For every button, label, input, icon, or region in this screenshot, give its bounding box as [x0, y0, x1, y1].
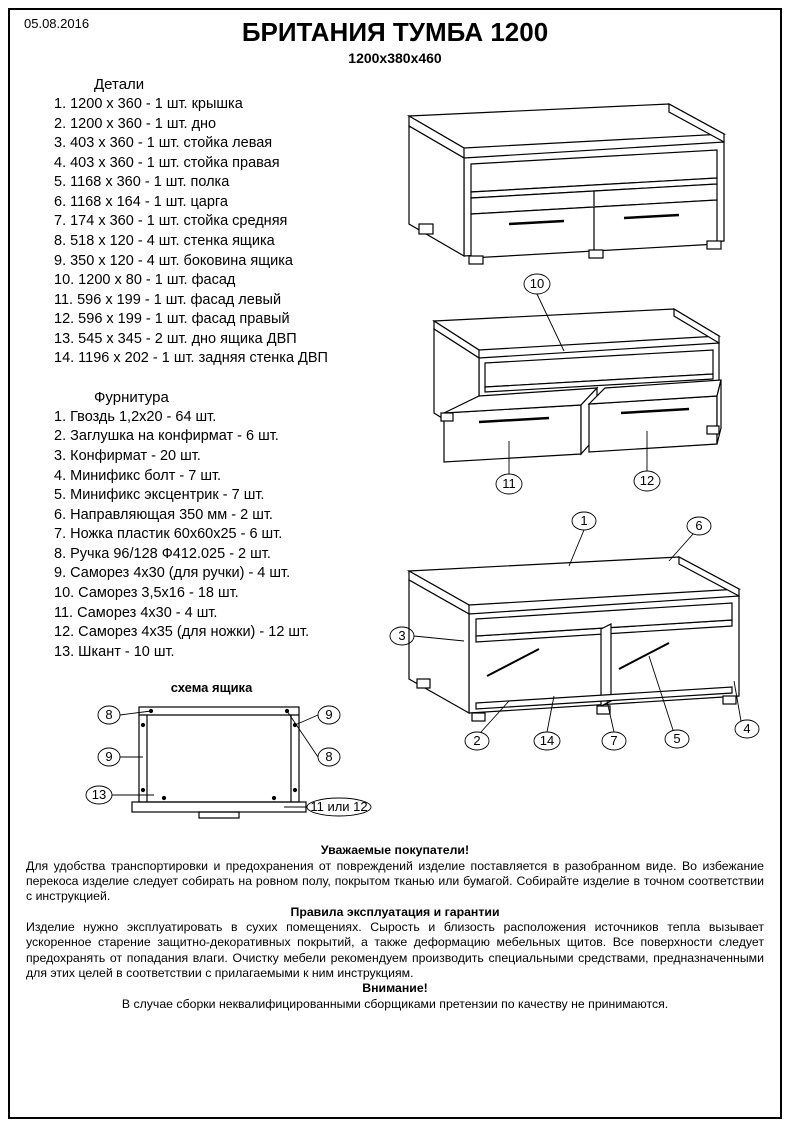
drawer-schema: 8 9 13 9 8 11 или 12: [54, 695, 399, 835]
hardware-item: 1. Гвоздь 1,2x20 - 64 шт.: [54, 408, 369, 428]
callout-14: 14: [540, 733, 554, 748]
callout-12: 12: [640, 473, 654, 488]
hardware-item: 4. Минификс болт - 7 шт.: [54, 467, 369, 487]
footer-p3: В случае сборки неквалифицированными сбо…: [26, 997, 764, 1012]
parts-item: 8. 518 x 120 - 4 шт. стенка ящика: [54, 232, 369, 252]
callout-1: 1: [580, 513, 587, 528]
callout-5: 5: [673, 731, 680, 746]
drawer-schema-header: схема ящика: [54, 680, 369, 695]
hardware-item: 7. Ножка пластик 60x60x25 - 6 шт.: [54, 525, 369, 545]
figure-carcass: 1 6 3 2 14 7 5 4: [369, 501, 769, 756]
parts-item: 14. 1196 x 202 - 1 шт. задняя стенка ДВП: [54, 349, 369, 369]
hardware-item: 12. Саморез 4x35 (для ножки) - 12 шт.: [54, 623, 369, 643]
footer-p2: Изделие нужно эксплуатировать в сухих по…: [26, 920, 764, 981]
parts-item: 2. 1200 x 360 - 1 шт. дно: [54, 115, 369, 135]
callout-3: 3: [398, 628, 405, 643]
parts-item: 6. 1168 x 164 - 1 шт. царга: [54, 193, 369, 213]
footer-h3: Внимание!: [26, 981, 764, 996]
footer-h1: Уважаемые покупатели!: [26, 843, 764, 858]
callout-2: 2: [473, 733, 480, 748]
callout-8b: 8: [325, 749, 332, 764]
hardware-item: 9. Саморез 4x30 (для ручки) - 4 шт.: [54, 564, 369, 584]
parts-item: 9. 350 x 120 - 4 шт. боковина ящика: [54, 252, 369, 272]
hardware-item: 11. Саморез 4x30 - 4 шт.: [54, 604, 369, 624]
callout-4: 4: [743, 721, 750, 736]
parts-item: 10. 1200 x 80 - 1 шт. фасад: [54, 271, 369, 291]
parts-item: 4. 403 x 360 - 1 шт. стойка правая: [54, 154, 369, 174]
callout-9b: 9: [325, 707, 332, 722]
document-subtitle: 1200x380x460: [24, 50, 766, 66]
callout-9: 9: [105, 749, 112, 764]
hardware-item: 5. Минификс эксцентрик - 7 шт.: [54, 486, 369, 506]
callout-11: 11: [502, 476, 516, 491]
hardware-list: 1. Гвоздь 1,2x20 - 64 шт.2. Заглушка на …: [54, 408, 369, 662]
parts-item: 5. 1168 x 360 - 1 шт. полка: [54, 173, 369, 193]
hardware-item: 8. Ручка 96/128 Ф412.025 - 2 шт.: [54, 545, 369, 565]
callout-6: 6: [695, 518, 702, 533]
parts-item: 11. 596 x 199 - 1 шт. фасад левый: [54, 291, 369, 311]
parts-item: 7. 174 x 360 - 1 шт. стойка средняя: [54, 212, 369, 232]
parts-item: 12. 596 x 199 - 1 шт. фасад правый: [54, 310, 369, 330]
parts-item: 3. 403 x 360 - 1 шт. стойка левая: [54, 134, 369, 154]
footer-h2: Правила эксплуатация и гарантии: [26, 905, 764, 920]
parts-header: Детали: [94, 76, 369, 93]
callout-10: 10: [530, 276, 544, 291]
parts-item: 1. 1200 x 360 - 1 шт. крышка: [54, 95, 369, 115]
figure-drawers-open: 10 11 12: [369, 266, 739, 501]
document-title: БРИТАНИЯ ТУМБА 1200: [24, 17, 766, 48]
parts-list: 1. 1200 x 360 - 1 шт. крышка2. 1200 x 36…: [54, 95, 369, 369]
hardware-header: Фурнитура: [94, 389, 369, 406]
hardware-item: 13. Шкант - 10 шт.: [54, 643, 369, 663]
callout-13: 13: [92, 787, 106, 802]
hardware-item: 6. Направляющая 350 мм - 2 шт.: [54, 506, 369, 526]
footer-text: Уважаемые покупатели! Для удобства транс…: [24, 843, 766, 1012]
hardware-item: 10. Саморез 3,5x16 - 18 шт.: [54, 584, 369, 604]
hardware-item: 3. Конфирмат - 20 шт.: [54, 447, 369, 467]
figure-closed: [369, 76, 739, 266]
footer-p1: Для удобства транспортировки и предохран…: [26, 859, 764, 905]
callout-8: 8: [105, 707, 112, 722]
callout-7: 7: [610, 733, 617, 748]
parts-item: 13. 545 x 345 - 2 шт. дно ящика ДВП: [54, 330, 369, 350]
hardware-item: 2. Заглушка на конфирмат - 6 шт.: [54, 427, 369, 447]
callout-11-12: 11 или 12: [310, 799, 367, 814]
